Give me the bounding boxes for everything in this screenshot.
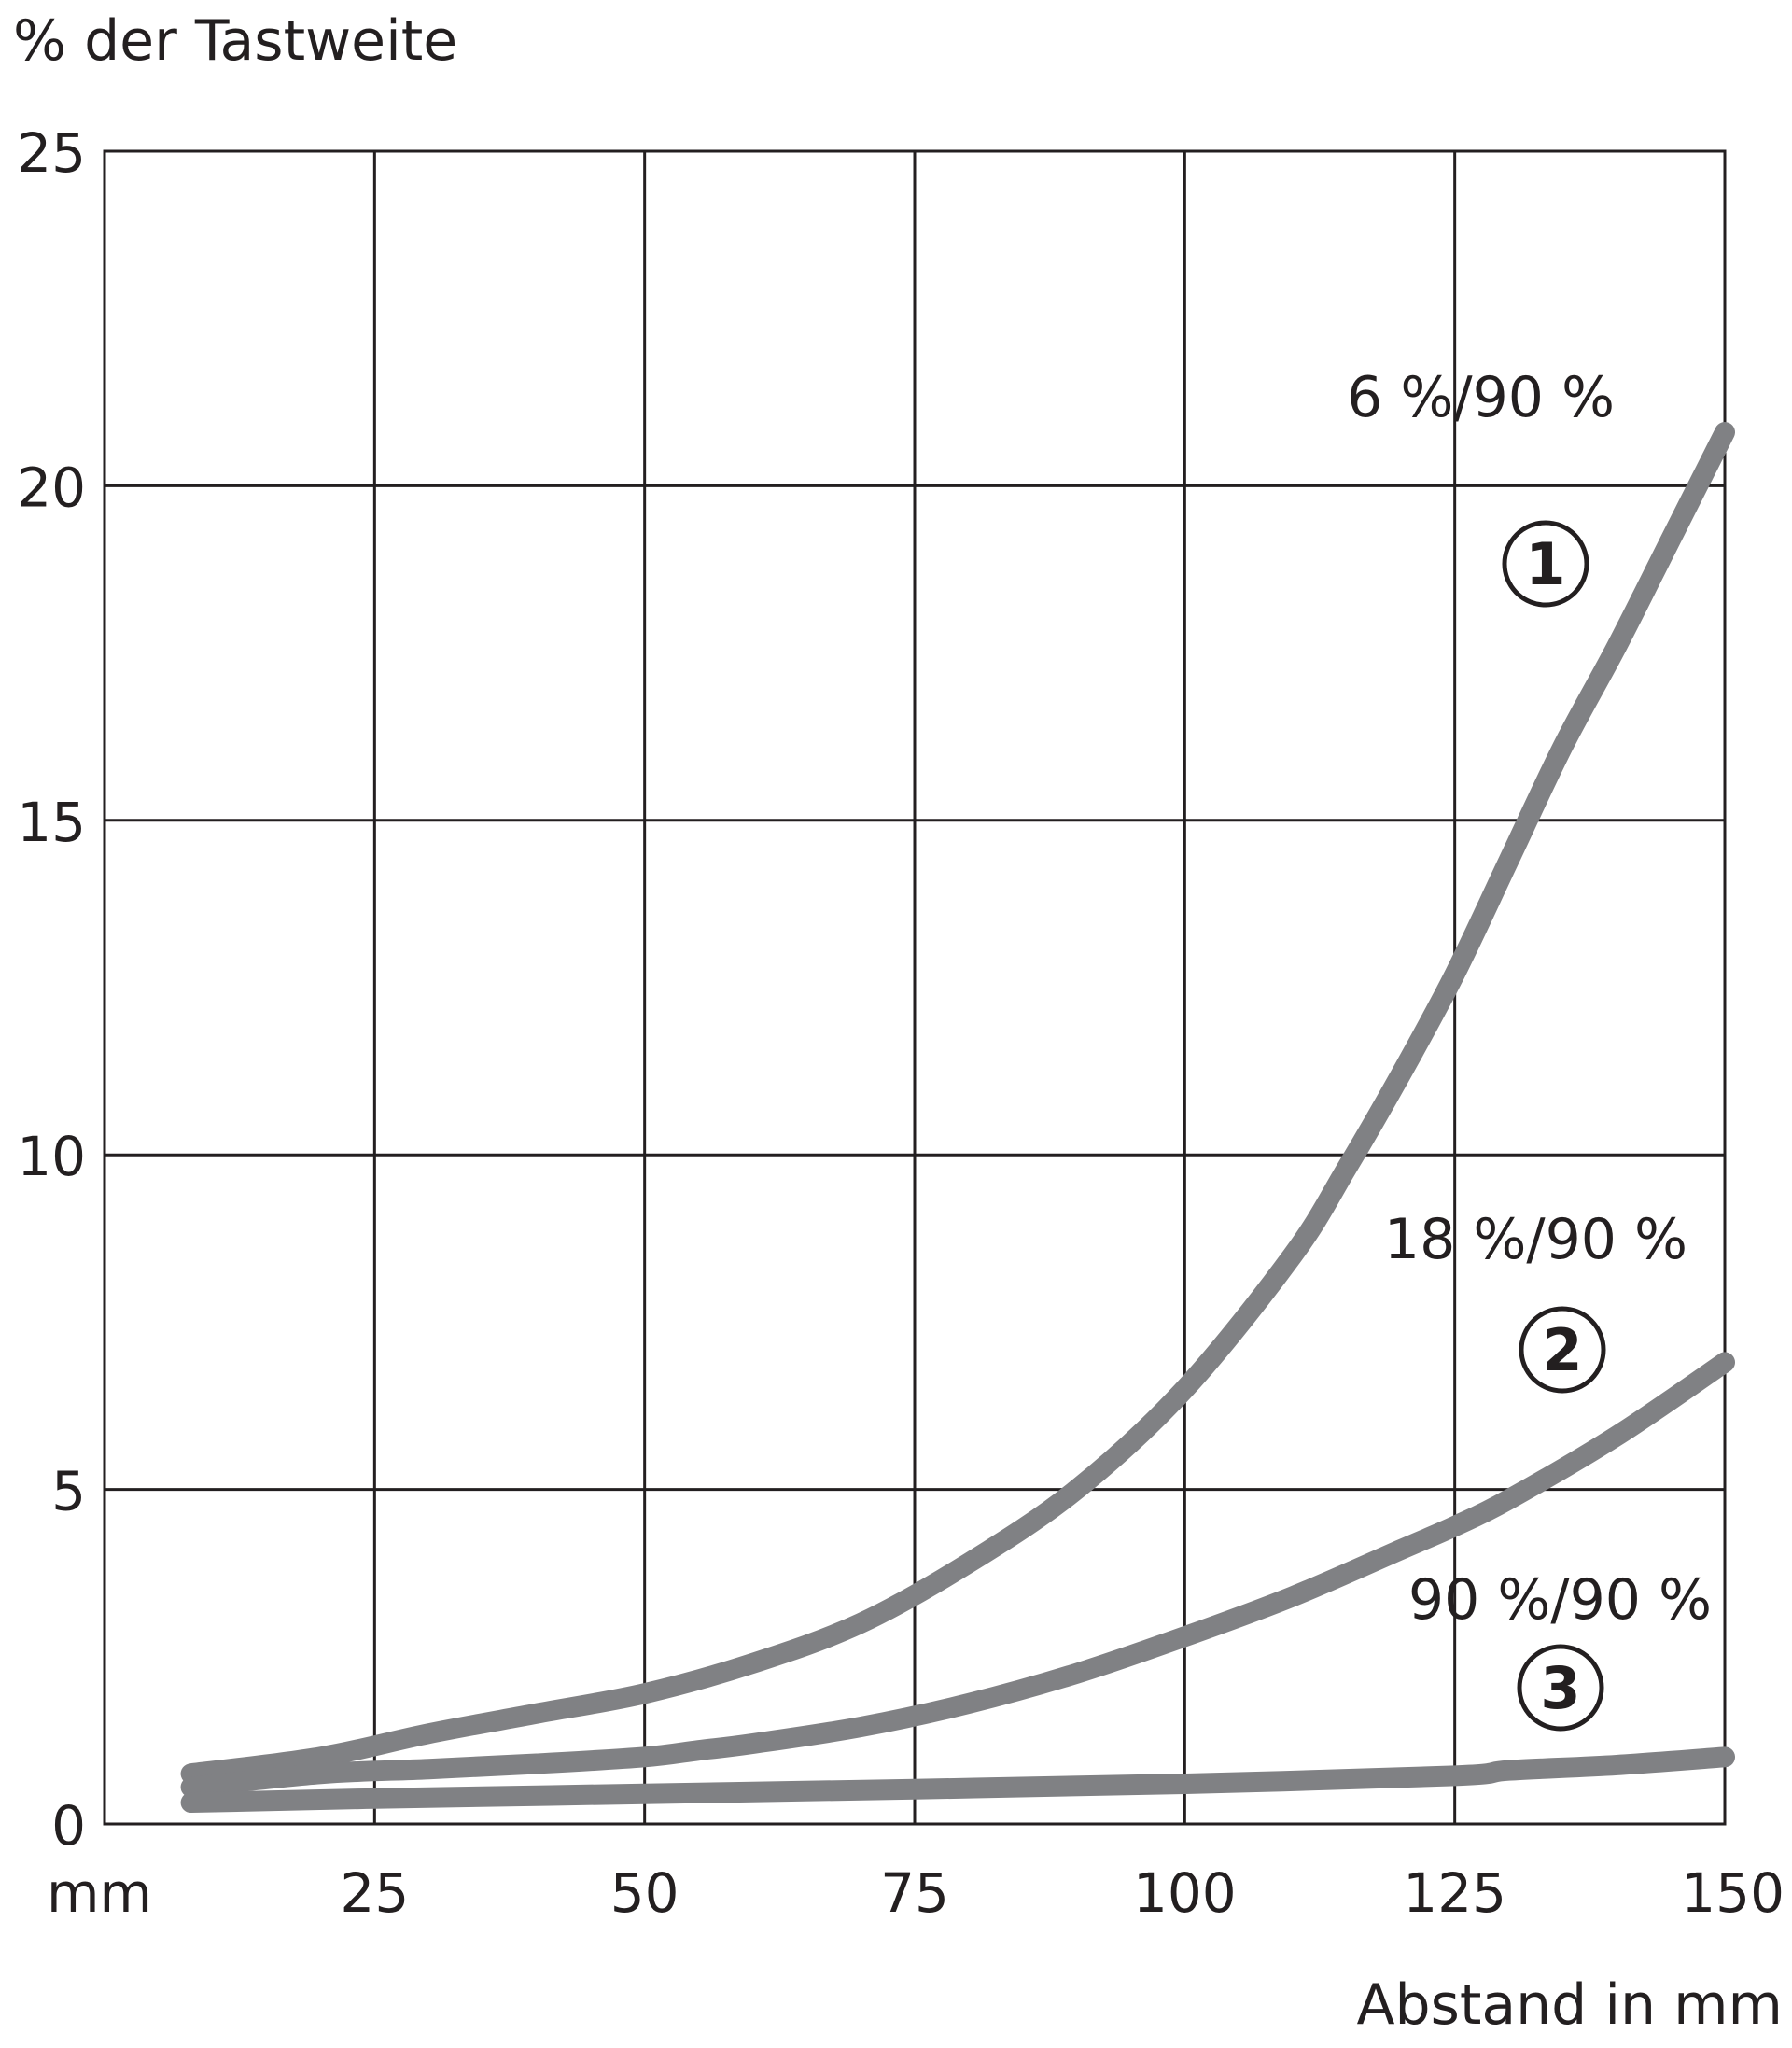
x-tick-label: 150 [1681,1861,1785,1925]
series-3-label: 90 %/90 % [1408,1567,1712,1633]
x-tick-label: 50 [610,1861,679,1925]
y-tick-label: 20 [17,456,86,519]
svg-text:2: 2 [1542,1316,1582,1384]
series-2-line [180,1352,1735,1798]
series-1-label: 6 %/90 % [1347,365,1615,430]
y-axis-title: % der Tastweite [13,8,457,74]
series-3-line [180,1746,1735,1814]
x-axis-title: Abstand in mm [1356,1972,1783,2038]
x-tick-label: 75 [880,1861,949,1925]
x-tick-label: 100 [1133,1861,1237,1925]
x-unit-label: mm [47,1861,152,1925]
series-3-marker: 3 [1517,1644,1604,1732]
series-1-marker: 1 [1502,520,1589,608]
y-tick-label: 25 [17,121,86,185]
svg-text:1: 1 [1525,530,1565,598]
y-tick-label: 10 [17,1125,86,1188]
x-tick-label: 125 [1403,1861,1506,1925]
svg-text:3: 3 [1540,1654,1580,1722]
y-tick-label: 0 [51,1794,86,1858]
series-2-label: 18 %/90 % [1384,1207,1687,1272]
grid [103,149,1727,1826]
x-tick-label: 25 [340,1861,409,1925]
series-1-line [180,422,1735,1785]
tick-labels: 25 50 75 100 125 150 0 5 10 15 20 25 [17,121,1785,1925]
series-2-marker: 2 [1519,1306,1606,1394]
series-lines [180,422,1735,1814]
y-tick-label: 5 [51,1460,86,1523]
y-tick-label: 15 [17,791,86,854]
